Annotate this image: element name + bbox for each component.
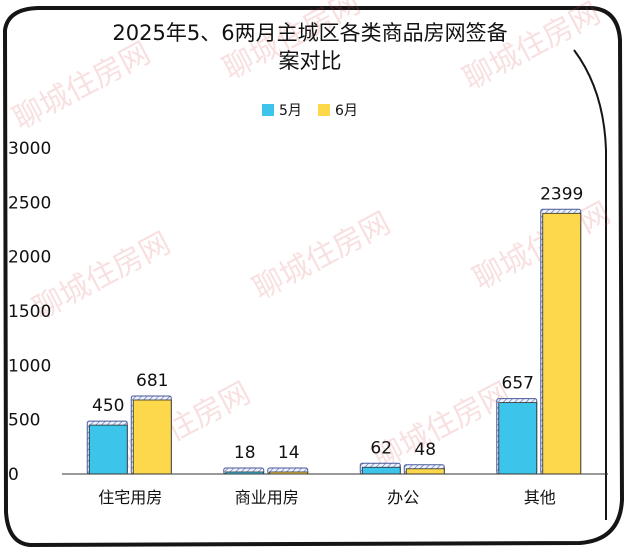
chart-title-line-1: 2025年5、6两月主城区各类商品房网签备 (112, 21, 507, 45)
watermark-text: 聊城住房网 (457, 0, 606, 97)
bar-series: 450 681 18 14 62 48 657 2399 (86, 184, 583, 475)
data-label: 681 (136, 371, 168, 391)
y-tick-label: 1000 (8, 356, 51, 376)
data-label: 18 (234, 443, 256, 463)
chart-title-line-2: 案对比 (279, 49, 342, 73)
legend-swatch-june (318, 104, 330, 116)
data-label: 450 (92, 396, 124, 416)
x-tick-label: 办公 (387, 488, 419, 507)
y-tick-label: 500 (8, 411, 40, 431)
data-label: 2399 (540, 184, 583, 204)
bar-june (542, 212, 582, 475)
y-tick-label: 3000 (8, 139, 51, 159)
data-label: 48 (414, 440, 436, 460)
legend: 5月 6月 (262, 103, 358, 119)
frame-border (2, 6, 625, 548)
bar-june (405, 468, 445, 475)
x-axis: 住宅用房 商业用房 办公 其他 (98, 488, 556, 507)
legend-swatch-may (262, 104, 274, 116)
legend-label-may: 5月 (279, 103, 302, 119)
y-tick-label: 1500 (8, 302, 51, 322)
data-label: 657 (502, 374, 534, 394)
y-tick-label: 2500 (8, 193, 51, 213)
bar-may (498, 402, 538, 475)
bar-june (132, 399, 172, 475)
watermark-text: 聊城住房网 (247, 206, 396, 307)
frame-border-inner (573, 49, 607, 520)
data-label: 14 (278, 443, 300, 463)
bar-may (361, 466, 401, 475)
legend-label-june: 6月 (335, 103, 358, 119)
x-tick-label: 商业用房 (235, 488, 299, 507)
bar-may (88, 424, 128, 475)
watermark-text: 聊城住房网 (367, 376, 516, 477)
x-tick-label: 住宅用房 (98, 488, 162, 507)
data-label: 62 (370, 438, 392, 458)
watermark-text: 聊城住房网 (7, 36, 156, 137)
y-tick-label: 2000 (8, 248, 51, 268)
y-tick-label: 0 (8, 465, 19, 485)
x-tick-label: 其他 (524, 488, 556, 507)
y-axis: 0 500 1000 1500 2000 2500 3000 (8, 139, 51, 485)
